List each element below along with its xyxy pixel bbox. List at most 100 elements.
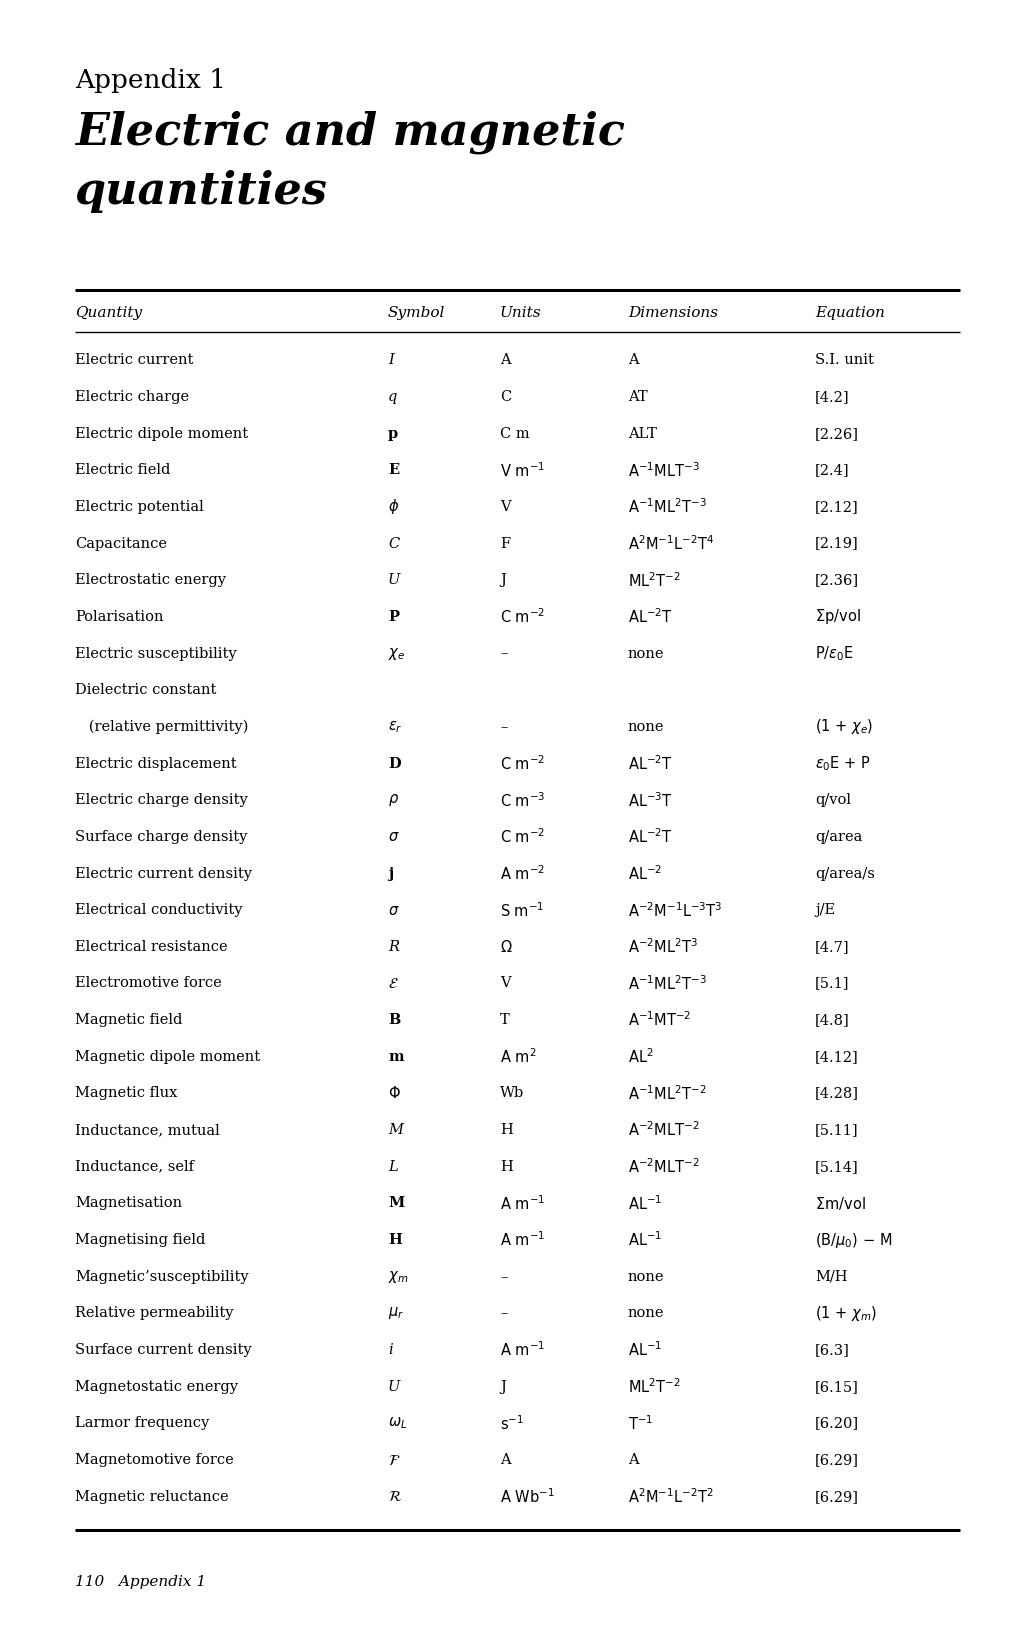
Text: D: D xyxy=(387,756,400,771)
Text: A m$^{2}$: A m$^{2}$ xyxy=(499,1048,536,1066)
Text: $\mathcal{E}$: $\mathcal{E}$ xyxy=(387,976,398,991)
Text: quantities: quantities xyxy=(75,170,327,214)
Text: Magnetic field: Magnetic field xyxy=(75,1014,182,1027)
Text: C m$^{-2}$: C m$^{-2}$ xyxy=(499,608,545,626)
Text: T: T xyxy=(499,1014,510,1027)
Text: Capacitance: Capacitance xyxy=(75,536,167,551)
Text: A$^{2}$M$^{-1}$L$^{-2}$T$^{4}$: A$^{2}$M$^{-1}$L$^{-2}$T$^{4}$ xyxy=(628,535,713,553)
Text: Magnetostatic energy: Magnetostatic energy xyxy=(75,1379,237,1394)
Text: B: B xyxy=(387,1014,399,1027)
Text: AL$^{-1}$: AL$^{-1}$ xyxy=(628,1231,661,1250)
Text: A: A xyxy=(628,354,638,367)
Text: none: none xyxy=(628,720,663,734)
Text: $\chi_m$: $\chi_m$ xyxy=(387,1268,409,1284)
Text: A m$^{-1}$: A m$^{-1}$ xyxy=(499,1195,544,1213)
Text: q: q xyxy=(387,390,397,404)
Text: none: none xyxy=(628,1306,663,1320)
Text: [5.1]: [5.1] xyxy=(814,976,849,991)
Text: C m$^{-2}$: C m$^{-2}$ xyxy=(499,755,545,773)
Text: $\Sigma$m/vol: $\Sigma$m/vol xyxy=(814,1195,865,1213)
Text: C m$^{-2}$: C m$^{-2}$ xyxy=(499,828,545,846)
Text: V m$^{-1}$: V m$^{-1}$ xyxy=(499,461,544,479)
Text: I: I xyxy=(387,354,393,367)
Text: [6.20]: [6.20] xyxy=(814,1416,858,1431)
Text: –: – xyxy=(499,720,506,734)
Text: [2.36]: [2.36] xyxy=(814,574,858,587)
Text: Units: Units xyxy=(499,306,541,319)
Text: Inductance, self: Inductance, self xyxy=(75,1161,194,1174)
Text: [4.12]: [4.12] xyxy=(814,1050,858,1064)
Text: H: H xyxy=(387,1232,401,1247)
Text: C m$^{-3}$: C m$^{-3}$ xyxy=(499,791,545,810)
Text: A$^{-1}$ML$^{2}$T$^{-3}$: A$^{-1}$ML$^{2}$T$^{-3}$ xyxy=(628,497,706,517)
Text: J: J xyxy=(499,1379,505,1394)
Text: $\sigma$: $\sigma$ xyxy=(387,830,399,844)
Text: Magnetising field: Magnetising field xyxy=(75,1232,205,1247)
Text: A$^{-1}$MT$^{-2}$: A$^{-1}$MT$^{-2}$ xyxy=(628,1011,691,1030)
Text: $\varepsilon_r$: $\varepsilon_r$ xyxy=(387,719,403,735)
Text: A$^{-2}$M$^{-1}$L$^{-3}$T$^{3}$: A$^{-2}$M$^{-1}$L$^{-3}$T$^{3}$ xyxy=(628,901,721,919)
Text: $\Phi$: $\Phi$ xyxy=(387,1086,400,1102)
Text: F: F xyxy=(499,536,510,551)
Text: U: U xyxy=(387,1379,400,1394)
Text: [2.12]: [2.12] xyxy=(814,500,858,513)
Text: A$^{2}$M$^{-1}$L$^{-2}$T$^{2}$: A$^{2}$M$^{-1}$L$^{-2}$T$^{2}$ xyxy=(628,1487,713,1506)
Text: A$^{-2}$MLT$^{-2}$: A$^{-2}$MLT$^{-2}$ xyxy=(628,1157,699,1177)
Text: [6.29]: [6.29] xyxy=(814,1452,858,1467)
Text: A: A xyxy=(628,1452,638,1467)
Text: S m$^{-1}$: S m$^{-1}$ xyxy=(499,901,544,919)
Text: (relative permittivity): (relative permittivity) xyxy=(75,720,249,734)
Text: Larmor frequency: Larmor frequency xyxy=(75,1416,209,1431)
Text: (1 + $\chi_m$): (1 + $\chi_m$) xyxy=(814,1304,876,1324)
Text: none: none xyxy=(628,647,663,660)
Text: (B/$\mu_0$) − M: (B/$\mu_0$) − M xyxy=(814,1231,892,1250)
Text: Equation: Equation xyxy=(814,306,884,319)
Text: AL$^{-2}$: AL$^{-2}$ xyxy=(628,864,661,883)
Text: AL$^{2}$: AL$^{2}$ xyxy=(628,1048,653,1066)
Text: A$^{-2}$ML$^{2}$T$^{3}$: A$^{-2}$ML$^{2}$T$^{3}$ xyxy=(628,937,698,957)
Text: Electrical conductivity: Electrical conductivity xyxy=(75,903,243,918)
Text: Electrostatic energy: Electrostatic energy xyxy=(75,574,226,587)
Text: AL$^{-2}$T: AL$^{-2}$T xyxy=(628,755,673,773)
Text: [4.2]: [4.2] xyxy=(814,390,849,404)
Text: q/vol: q/vol xyxy=(814,794,850,807)
Text: $\Sigma$p/vol: $\Sigma$p/vol xyxy=(814,608,860,626)
Text: [2.26]: [2.26] xyxy=(814,427,858,440)
Text: Electric displacement: Electric displacement xyxy=(75,756,236,771)
Text: AT: AT xyxy=(628,390,647,404)
Text: M: M xyxy=(387,1196,404,1211)
Text: Surface current density: Surface current density xyxy=(75,1343,252,1358)
Text: Electric charge: Electric charge xyxy=(75,390,189,404)
Text: E: E xyxy=(387,463,398,478)
Text: C: C xyxy=(499,390,511,404)
Text: q/area: q/area xyxy=(814,830,861,844)
Text: AL$^{-1}$: AL$^{-1}$ xyxy=(628,1341,661,1359)
Text: C m: C m xyxy=(499,427,529,440)
Text: –: – xyxy=(499,1306,506,1320)
Text: $\mathcal{R}$: $\mathcal{R}$ xyxy=(387,1490,401,1504)
Text: Polarisation: Polarisation xyxy=(75,610,163,624)
Text: Relative permeability: Relative permeability xyxy=(75,1306,233,1320)
Text: $\Omega$: $\Omega$ xyxy=(499,939,512,955)
Text: Magnetisation: Magnetisation xyxy=(75,1196,182,1211)
Text: $\omega_L$: $\omega_L$ xyxy=(387,1415,407,1431)
Text: (1 + $\chi_e$): (1 + $\chi_e$) xyxy=(814,717,872,737)
Text: Magnetic dipole moment: Magnetic dipole moment xyxy=(75,1050,260,1064)
Text: ALT: ALT xyxy=(628,427,656,440)
Text: p: p xyxy=(387,427,397,440)
Text: Magnetic reluctance: Magnetic reluctance xyxy=(75,1490,228,1503)
Text: [4.8]: [4.8] xyxy=(814,1014,849,1027)
Text: ML$^{2}$T$^{-2}$: ML$^{2}$T$^{-2}$ xyxy=(628,570,681,590)
Text: A Wb$^{-1}$: A Wb$^{-1}$ xyxy=(499,1487,554,1506)
Text: [6.29]: [6.29] xyxy=(814,1490,858,1503)
Text: [2.19]: [2.19] xyxy=(814,536,858,551)
Text: s$^{-1}$: s$^{-1}$ xyxy=(499,1413,524,1433)
Text: A m$^{-2}$: A m$^{-2}$ xyxy=(499,864,544,883)
Text: A$^{-1}$MLT$^{-3}$: A$^{-1}$MLT$^{-3}$ xyxy=(628,461,699,479)
Text: Electric charge density: Electric charge density xyxy=(75,794,248,807)
Text: Dielectric constant: Dielectric constant xyxy=(75,683,216,698)
Text: P: P xyxy=(387,610,398,624)
Text: AL$^{-2}$T: AL$^{-2}$T xyxy=(628,608,673,626)
Text: q/area/s: q/area/s xyxy=(814,867,874,880)
Text: M/H: M/H xyxy=(814,1270,847,1284)
